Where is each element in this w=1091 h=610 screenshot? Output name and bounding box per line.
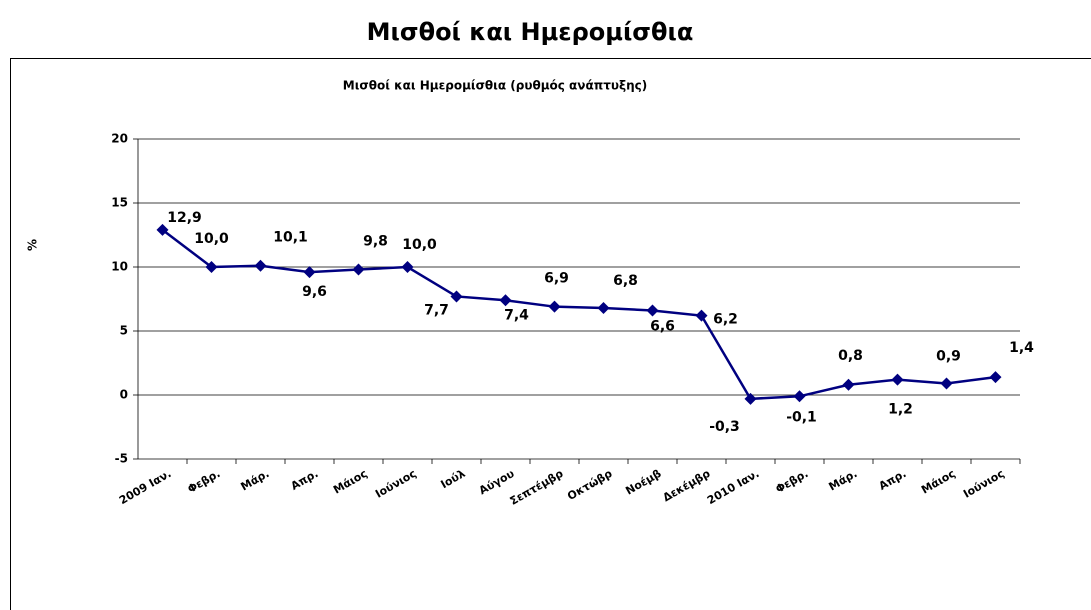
x-tick-label: Φεβρ. <box>185 467 222 496</box>
y-tick-label: 10 <box>111 260 128 274</box>
x-tick-label: Μάρ. <box>239 467 272 494</box>
data-point <box>744 392 757 405</box>
data-label: 7,4 <box>504 307 529 323</box>
data-point <box>989 371 1002 384</box>
x-tick-label: Μάιος <box>331 467 369 497</box>
data-label: 10,1 <box>273 230 308 246</box>
data-label: 6,6 <box>650 319 675 335</box>
data-point <box>254 259 267 272</box>
y-axis-label: % <box>26 239 40 251</box>
data-label: 6,9 <box>544 271 569 287</box>
x-tick-label: 2010 Ιαν. <box>705 467 762 507</box>
data-point <box>205 261 218 273</box>
x-tick-label: Μάιος <box>919 467 957 497</box>
data-label: 0,9 <box>936 348 961 364</box>
x-tick-label: Απρ. <box>877 467 909 493</box>
x-tick-label: Οκτώβρ <box>565 467 614 503</box>
data-point <box>842 378 855 391</box>
data-point <box>548 300 561 313</box>
y-tick-label: 20 <box>111 132 128 146</box>
data-label: 9,6 <box>302 284 327 300</box>
data-label: 10,0 <box>402 237 437 253</box>
x-tick-label: Δεκέμβρ <box>661 467 713 505</box>
data-label: 1,4 <box>1009 340 1034 356</box>
data-point <box>793 390 806 403</box>
data-label: -0,1 <box>786 409 817 425</box>
data-point <box>940 377 953 390</box>
data-label: 12,9 <box>167 210 202 226</box>
data-point <box>156 223 169 236</box>
chart-frame <box>10 58 1091 610</box>
x-tick-label: Νοέμβ <box>623 467 663 498</box>
page-title: Μισθοί και Ημερομίσθια <box>367 18 694 46</box>
x-tick-label: Σεπτέμβρ <box>508 467 566 508</box>
data-point <box>891 373 904 386</box>
x-tick-label: Μάρ. <box>827 467 860 494</box>
y-tick-label: 15 <box>111 196 128 210</box>
chart-title: Μισθοί και Ημερομίσθια (ρυθμός ανάπτυξης… <box>343 79 647 93</box>
x-tick-label: Απρ. <box>289 467 321 493</box>
x-tick-label: Φεβρ. <box>773 467 810 496</box>
data-point <box>450 290 463 303</box>
data-point <box>352 263 365 276</box>
x-tick-label: Ιούνιος <box>373 467 418 501</box>
data-point <box>646 304 659 317</box>
data-label: 7,7 <box>424 302 449 318</box>
data-label: 6,8 <box>613 273 638 289</box>
series-line <box>161 228 996 401</box>
y-tick-label: -5 <box>115 452 128 466</box>
y-tick-label: 5 <box>120 324 128 338</box>
data-label: 10,0 <box>194 231 229 247</box>
x-tick-label: Αύγου <box>477 467 517 497</box>
x-tick-label: Ιούνιος <box>961 467 1006 501</box>
data-point <box>695 309 708 322</box>
data-label: 1,2 <box>888 402 913 418</box>
data-label: 9,8 <box>363 234 388 250</box>
y-tick-label: 0 <box>120 388 128 402</box>
x-tick-label: 2009 Ιαν. <box>117 467 174 507</box>
data-point <box>303 266 316 279</box>
data-label: 6,2 <box>713 312 738 328</box>
data-point <box>597 301 610 314</box>
x-tick-label: Ιούλ <box>438 467 467 491</box>
data-label: -0,3 <box>709 419 740 435</box>
data-label: 0,8 <box>838 348 863 364</box>
data-point <box>499 294 512 307</box>
data-point <box>401 261 414 273</box>
